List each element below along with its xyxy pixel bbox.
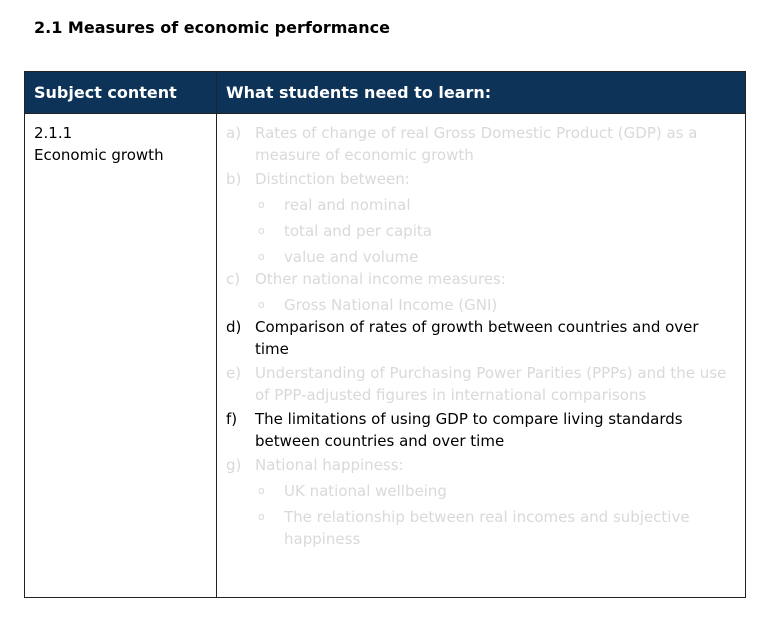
item-label: e) bbox=[226, 364, 242, 382]
item-text: Other national income measures: bbox=[255, 270, 506, 288]
learning-cell: a) Rates of change of real Gross Domestic… bbox=[216, 113, 746, 598]
content-table: Subject content What students need to le… bbox=[24, 71, 746, 598]
learning-item: f) The limitations of using GDP to compar… bbox=[226, 408, 736, 452]
sub-item: o real and nominal bbox=[255, 194, 736, 216]
table-body: 2.1.1 Economic growth a) Rates of change of… bbox=[24, 113, 746, 598]
subject-topic: Economic growth bbox=[34, 146, 164, 164]
sub-item: o The relationship between real incomes a… bbox=[255, 506, 736, 550]
learning-item: d) Comparison of rates of growth between … bbox=[226, 316, 736, 360]
sub-item-text: UK national wellbeing bbox=[284, 482, 447, 500]
sub-item-text: value and volume bbox=[284, 248, 419, 266]
item-label: d) bbox=[226, 318, 242, 336]
sub-item-text: real and nominal bbox=[284, 196, 411, 214]
sub-item: o Gross National Income (GNI) bbox=[255, 294, 736, 316]
table-row: 2.1.1 Economic growth a) Rates of change of… bbox=[24, 113, 746, 598]
subject-cell: 2.1.1 Economic growth bbox=[24, 113, 217, 598]
sub-item-text: The relationship between real incomes an… bbox=[284, 508, 690, 548]
item-text: Rates of change of real Gross Domestic P… bbox=[255, 124, 698, 164]
sub-item: o total and per capita bbox=[255, 220, 736, 242]
item-text: Distinction between: bbox=[255, 170, 410, 188]
item-label: b) bbox=[226, 170, 242, 188]
learning-item: a) Rates of change of real Gross Domestic… bbox=[226, 122, 736, 166]
learning-item: g) National happiness: bbox=[226, 454, 736, 476]
header-cell: What students need to learn: bbox=[216, 71, 746, 114]
item-text: National happiness: bbox=[255, 456, 404, 474]
learning-item: c) Other national income measures: bbox=[226, 268, 736, 290]
bullet: o bbox=[258, 198, 265, 211]
bullet: o bbox=[258, 298, 265, 311]
sub-item-text: Gross National Income (GNI) bbox=[284, 296, 498, 314]
item-text: Understanding of Purchasing Power Pariti… bbox=[255, 364, 727, 404]
item-label: a) bbox=[226, 124, 242, 142]
item-text: Comparison of rates of growth between co… bbox=[255, 318, 699, 358]
heading: 2.1 Measures of economic performance bbox=[34, 18, 390, 37]
item-label: g) bbox=[226, 456, 242, 474]
bullet: o bbox=[258, 510, 265, 523]
bullet: o bbox=[258, 250, 265, 263]
item-label: c) bbox=[226, 270, 241, 288]
header-cell: Subject content bbox=[24, 71, 217, 114]
bullet: o bbox=[258, 484, 265, 497]
subject-code: 2.1.1 bbox=[34, 124, 73, 142]
sub-item: o UK national wellbeing bbox=[255, 480, 736, 502]
learning-item: b) Distinction between: bbox=[226, 168, 736, 190]
sub-item: o value and volume bbox=[255, 246, 736, 268]
item-label: f) bbox=[226, 410, 238, 428]
bullet: o bbox=[258, 224, 265, 237]
sub-item-text: total and per capita bbox=[284, 222, 432, 240]
item-text: The limitations of using GDP to compare … bbox=[255, 410, 683, 450]
learning-item: e) Understanding of Purchasing Power Pari… bbox=[226, 362, 736, 406]
